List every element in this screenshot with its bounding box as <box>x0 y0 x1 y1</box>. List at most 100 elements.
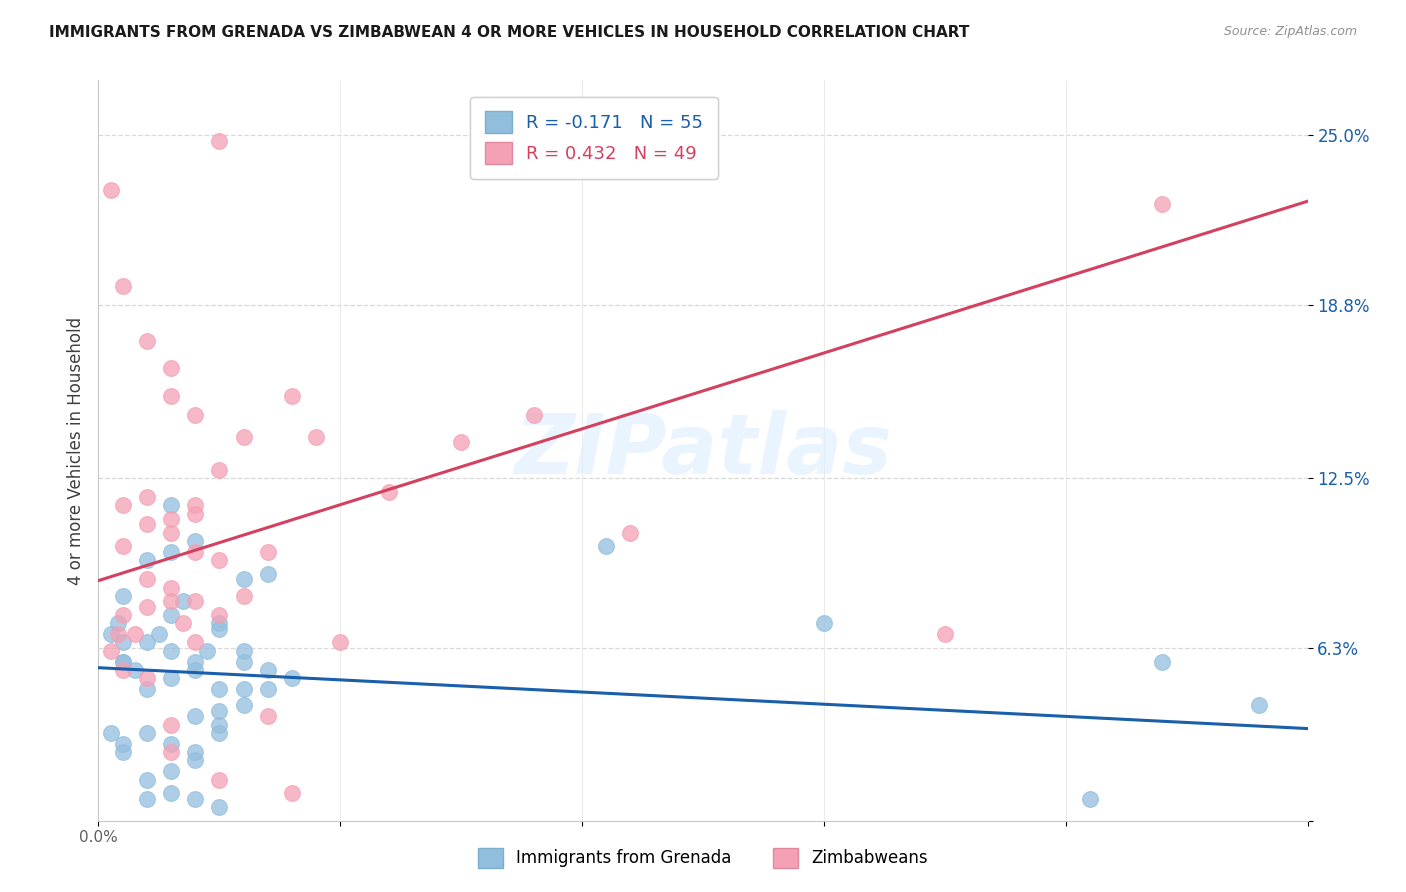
Point <box>160 581 183 595</box>
Point <box>160 525 183 540</box>
Point <box>135 553 157 567</box>
Text: ZIPatlas: ZIPatlas <box>515 410 891 491</box>
Point <box>208 622 231 636</box>
Point <box>135 599 157 614</box>
Point <box>100 726 122 740</box>
Point <box>135 635 157 649</box>
Point <box>184 594 207 608</box>
Point <box>232 681 254 696</box>
Legend: Immigrants from Grenada, Zimbabweans: Immigrants from Grenada, Zimbabweans <box>471 841 935 875</box>
Point <box>111 607 134 622</box>
Point <box>208 800 231 814</box>
Point <box>208 134 231 148</box>
Point <box>523 408 546 422</box>
Point <box>1152 655 1174 669</box>
Point <box>619 525 641 540</box>
Point <box>281 786 304 800</box>
Point <box>1078 791 1101 805</box>
Point <box>184 655 207 669</box>
Point <box>135 572 157 586</box>
Point <box>111 663 134 677</box>
Point <box>160 594 183 608</box>
Point <box>595 540 617 554</box>
Point <box>124 663 146 677</box>
Point <box>160 745 183 759</box>
Point <box>160 764 183 779</box>
Point <box>232 643 254 657</box>
Point <box>184 507 207 521</box>
Point <box>100 627 122 641</box>
Point <box>135 671 157 685</box>
Point <box>256 681 278 696</box>
Point <box>160 512 183 526</box>
Point <box>160 717 183 731</box>
Point <box>184 709 207 723</box>
Point <box>111 540 134 554</box>
Point <box>107 627 129 641</box>
Point <box>232 698 254 713</box>
Point <box>329 635 352 649</box>
Point <box>184 545 207 559</box>
Point <box>281 671 304 685</box>
Point <box>208 772 231 787</box>
Point <box>281 389 304 403</box>
Point <box>184 753 207 767</box>
Point <box>232 430 254 444</box>
Point <box>111 279 134 293</box>
Point <box>160 498 183 512</box>
Point <box>256 566 278 581</box>
Text: 0.0%: 0.0% <box>79 830 118 845</box>
Point <box>377 484 399 499</box>
Point <box>111 589 134 603</box>
Point <box>208 726 231 740</box>
Point <box>160 643 183 657</box>
Point <box>124 627 146 641</box>
Point <box>208 681 231 696</box>
Point <box>172 616 194 631</box>
Point <box>208 704 231 718</box>
Point <box>135 772 157 787</box>
Point <box>111 635 134 649</box>
Point <box>135 726 157 740</box>
Point <box>256 545 278 559</box>
Point <box>160 671 183 685</box>
Point <box>208 616 231 631</box>
Point <box>256 709 278 723</box>
Text: IMMIGRANTS FROM GRENADA VS ZIMBABWEAN 4 OR MORE VEHICLES IN HOUSEHOLD CORRELATIO: IMMIGRANTS FROM GRENADA VS ZIMBABWEAN 4 … <box>49 25 970 40</box>
Point <box>184 533 207 548</box>
Point <box>256 663 278 677</box>
Point <box>111 737 134 751</box>
Point <box>195 643 218 657</box>
Point <box>160 607 183 622</box>
Point <box>111 498 134 512</box>
Point <box>100 643 122 657</box>
Point <box>208 607 231 622</box>
Point <box>1249 698 1271 713</box>
Point <box>184 408 207 422</box>
Point <box>160 389 183 403</box>
Point <box>232 572 254 586</box>
Point <box>450 435 472 450</box>
Point <box>305 430 328 444</box>
Point <box>160 361 183 376</box>
Point <box>135 791 157 805</box>
Point <box>184 635 207 649</box>
Point <box>184 745 207 759</box>
Point <box>148 627 170 641</box>
Point <box>184 498 207 512</box>
Point <box>208 717 231 731</box>
Point <box>135 490 157 504</box>
Point <box>1152 196 1174 211</box>
Point <box>107 616 129 631</box>
Point <box>135 681 157 696</box>
Point <box>135 334 157 348</box>
Point <box>160 545 183 559</box>
Point <box>111 655 134 669</box>
Point <box>813 616 835 631</box>
Point <box>184 663 207 677</box>
Point <box>934 627 956 641</box>
Point <box>232 655 254 669</box>
Point <box>135 517 157 532</box>
Point <box>111 655 134 669</box>
Point <box>160 786 183 800</box>
